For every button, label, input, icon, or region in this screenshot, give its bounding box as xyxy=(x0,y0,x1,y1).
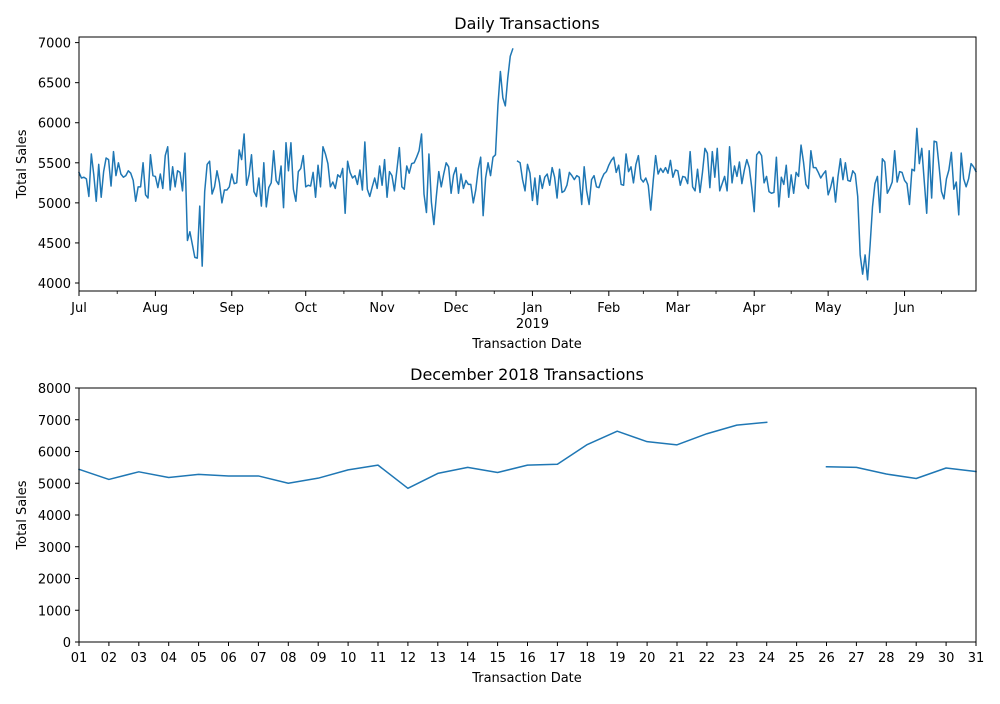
series-line-segment xyxy=(516,127,978,281)
y-tick-label: 4500 xyxy=(38,237,71,252)
x-tick-label: 02 xyxy=(101,651,118,666)
x-tick-label: 10 xyxy=(340,651,357,666)
series-line-segment xyxy=(78,48,514,267)
x-tick-label: 08 xyxy=(280,651,297,666)
x-tick-label: 27 xyxy=(848,651,865,666)
december-2018-chart: December 2018 Transactions 0 1000 2000 3000… xyxy=(15,365,984,686)
y-tick-label: 5000 xyxy=(38,197,71,212)
x-tick-label: Oct xyxy=(294,301,316,316)
series-line-segment xyxy=(825,465,977,480)
x-tick-label: Nov xyxy=(369,301,395,316)
x-tick-label: 21 xyxy=(669,651,686,666)
y-axis-label: Total Sales xyxy=(15,480,30,550)
x-tick-label: 28 xyxy=(878,651,895,666)
x-tick-label: Dec xyxy=(443,301,468,316)
x-tick-label: 20 xyxy=(639,651,656,666)
x-tick-label: 06 xyxy=(220,651,237,666)
x-tick-label: 13 xyxy=(430,651,447,666)
y-tick-label: 6000 xyxy=(38,117,71,132)
x-tick-label: 22 xyxy=(699,651,716,666)
y-axis-ticks: 4000 4500 5000 5500 6000 6500 7000 xyxy=(38,37,79,292)
x-tick-label: 30 xyxy=(938,651,955,666)
x-tick-label: Jun xyxy=(893,301,914,316)
x-tick-label: Apr xyxy=(743,301,766,316)
x-tick-label: 26 xyxy=(818,651,835,666)
y-axis-ticks: 0 1000 2000 3000 4000 5000 6000 7000 8000 xyxy=(38,382,79,651)
chart-title: December 2018 Transactions xyxy=(410,365,644,384)
x-tick-label: Mar xyxy=(666,301,691,316)
plot-frame xyxy=(78,36,977,292)
x-axis-label: Transaction Date xyxy=(471,337,582,352)
y-tick-label: 5000 xyxy=(38,477,71,492)
x-tick-label: Feb xyxy=(597,301,620,316)
y-tick-label: 3000 xyxy=(38,541,71,556)
x-tick-label: 25 xyxy=(788,651,805,666)
x-tick-label: 14 xyxy=(459,651,476,666)
y-tick-label: 4000 xyxy=(38,277,71,292)
x-tick-label: 16 xyxy=(519,651,536,666)
plot-frame xyxy=(78,387,977,643)
y-tick-label: 7000 xyxy=(38,414,71,429)
x-tick-label: 23 xyxy=(729,651,746,666)
x-tick-label: 09 xyxy=(310,651,327,666)
x-tick-label: 15 xyxy=(489,651,506,666)
x-tick-label: Aug xyxy=(143,301,168,316)
y-tick-label: 8000 xyxy=(38,382,71,397)
x-tick-label: 11 xyxy=(370,651,387,666)
y-tick-label: 1000 xyxy=(38,604,71,619)
y-tick-label: 2000 xyxy=(38,573,71,588)
x-tick-label: 19 xyxy=(609,651,626,666)
x-tick-label: 03 xyxy=(131,651,148,666)
series-line xyxy=(78,48,978,281)
x-axis-label: Transaction Date xyxy=(471,671,582,686)
x-tick-label: 31 xyxy=(968,651,985,666)
daily-transactions-chart: Daily Transactions 4000 4500 5000 5500 6000 6… xyxy=(15,14,978,352)
x-tick-label: 05 xyxy=(190,651,207,666)
x-tick-label: 24 xyxy=(758,651,775,666)
chart-title: Daily Transactions xyxy=(454,14,599,33)
x-tick-label: 18 xyxy=(579,651,596,666)
y-tick-label: 7000 xyxy=(38,37,71,52)
x-tick-label: 17 xyxy=(549,651,566,666)
x-tick-label: Sep xyxy=(220,301,245,316)
x-tick-label: 01 xyxy=(71,651,88,666)
y-tick-label: 4000 xyxy=(38,509,71,524)
x-tick-label: 07 xyxy=(250,651,267,666)
x-axis-ticks: 01 02 03 04 05 06 07 08 09 10 11 12 13 14 15 16 17 18 19 20… xyxy=(71,642,985,666)
y-tick-label: 5500 xyxy=(38,157,71,172)
series-line xyxy=(78,421,977,490)
x-tick-label: Jan xyxy=(521,301,542,316)
y-tick-label: 6500 xyxy=(38,77,71,92)
x-tick-label: 12 xyxy=(400,651,417,666)
x-tick-label: 04 xyxy=(160,651,177,666)
y-tick-label: 0 xyxy=(63,636,71,651)
x-tick-label: 29 xyxy=(908,651,925,666)
series-line-segment xyxy=(78,421,768,490)
y-tick-label: 6000 xyxy=(38,446,71,461)
y-axis-label: Total Sales xyxy=(15,129,30,199)
x-tick-label: May xyxy=(815,301,842,316)
x-tick-sublabel: 2019 xyxy=(516,317,549,332)
x-tick-label: Jul xyxy=(70,301,87,316)
